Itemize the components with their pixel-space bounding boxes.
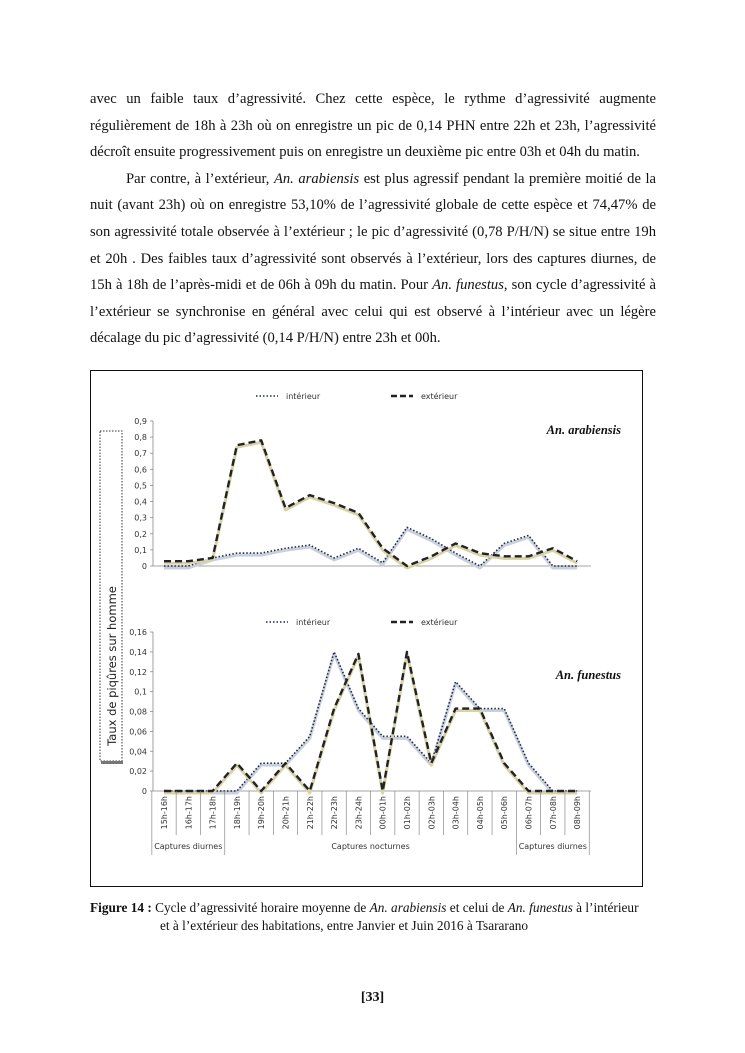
series-shadow-exterieur (164, 440, 578, 570)
y-tick-label: 0,5 (134, 481, 147, 490)
x-group-label: Captures diurnes (519, 842, 587, 851)
figure-caption: Figure 14 : Cycle d’agressivité horaire … (90, 899, 670, 935)
y-tick-label: 0,1 (134, 546, 147, 555)
species-name: An. funestus (432, 277, 504, 294)
y-tick-label: 0,04 (129, 747, 147, 756)
species-name: An. funestus (507, 900, 573, 915)
x-tick-label: 07h-08h (549, 796, 558, 829)
text: Par contre, à l’extérieur, (126, 170, 274, 187)
text: et celui de (446, 900, 508, 915)
y-tick-label: 0,8 (134, 433, 147, 442)
chart-title: An. funestus (555, 668, 621, 682)
legend-label: extérieur (421, 391, 458, 401)
x-tick-label: 08h-09h (573, 796, 582, 829)
x-tick-label: 05h-06h (500, 796, 509, 829)
y-tick-label: 0,08 (129, 708, 147, 717)
series-line-interieur (164, 526, 578, 567)
x-tick-label: 19h-20h (257, 796, 266, 829)
x-tick-label: 03h-04h (452, 796, 461, 829)
y-tick-label: 0 (142, 562, 147, 571)
series-shadow-interieur (164, 527, 578, 570)
page-number: [33] (360, 990, 385, 1005)
x-tick-label: 00h-01h (379, 796, 388, 829)
series-line-exterieur (164, 650, 578, 793)
x-tick-label: 17h-18h (209, 796, 218, 829)
y-tick-label: 0,02 (129, 767, 147, 776)
y-axis-label: Taux de piqûres sur homme (105, 586, 119, 747)
ylabel-box-shadow (101, 761, 123, 764)
paragraph-2: Par contre, à l’extérieur, An. arabiensi… (90, 166, 656, 352)
x-tick-label: 20h-21h (282, 796, 291, 829)
y-tick-label: 0,16 (129, 628, 147, 637)
y-tick-label: 0,9 (134, 417, 147, 426)
species-name: An. arabiensis (273, 170, 360, 187)
figure-14: Taux de piqûres sur homme 0 0,1 0,2 0,3 0,4 0… (90, 370, 643, 887)
legend-label: intérieur (286, 391, 321, 401)
y-tick-label: 0,06 (129, 727, 147, 736)
species-name: An. arabiensis (369, 900, 447, 915)
x-tick-label: 06h-07h (525, 796, 534, 829)
y-tick-label: 0,7 (134, 449, 147, 458)
y-tick-label: 0,4 (134, 498, 147, 507)
chart-title: An. arabiensis (546, 423, 621, 437)
y-tick-label: 0,2 (134, 530, 147, 539)
x-group-label: Captures diurnes (154, 842, 222, 851)
x-tick-label: 02h-03h (427, 796, 436, 829)
x-group-label: Captures nocturnes (331, 842, 409, 851)
x-tick-label: 18h-19h (233, 796, 242, 829)
series-line-exterieur (164, 439, 578, 568)
x-tick-label: 15h-16h (160, 796, 169, 829)
x-tick-label: 21h-22h (306, 796, 315, 829)
y-tick-label: 0,1 (134, 688, 147, 697)
caption-label: Figure 14 : (90, 900, 152, 915)
text: , son cycle d’agressivité à l’extérieur … (90, 277, 657, 347)
legend-label: extérieur (421, 617, 458, 627)
text: Cycle d’agressivité horaire moyenne de (151, 900, 370, 915)
y-tick-label: 0,3 (134, 514, 147, 523)
y-tick-label: 0,12 (129, 668, 147, 677)
paragraph-1: avec un faible taux d’agressivité. Chez … (90, 91, 656, 161)
legend-label: intérieur (296, 617, 331, 627)
body-text: avec un faible taux d’agressivité. Chez … (90, 86, 656, 352)
caption-line-2: et à l’extérieur des habitations, entre … (160, 918, 529, 933)
agressivity-chart: Taux de piqûres sur homme 0 0,1 0,2 0,3 0,4 0… (99, 391, 621, 855)
y-tick-label: 0,14 (129, 648, 147, 657)
x-tick-label: 23h-24h (354, 796, 363, 829)
text: est plus agressif pendant la première mo… (90, 170, 656, 294)
x-tick-label: 22h-23h (330, 796, 339, 829)
x-tick-label: 04h-05h (476, 796, 485, 829)
y-tick-label: 0 (142, 787, 147, 796)
x-tick-label: 16h-17h (184, 796, 193, 829)
x-tick-label: 01h-02h (403, 796, 412, 829)
y-tick-label: 0,6 (134, 465, 147, 474)
text: à l’intérieur (572, 900, 639, 915)
